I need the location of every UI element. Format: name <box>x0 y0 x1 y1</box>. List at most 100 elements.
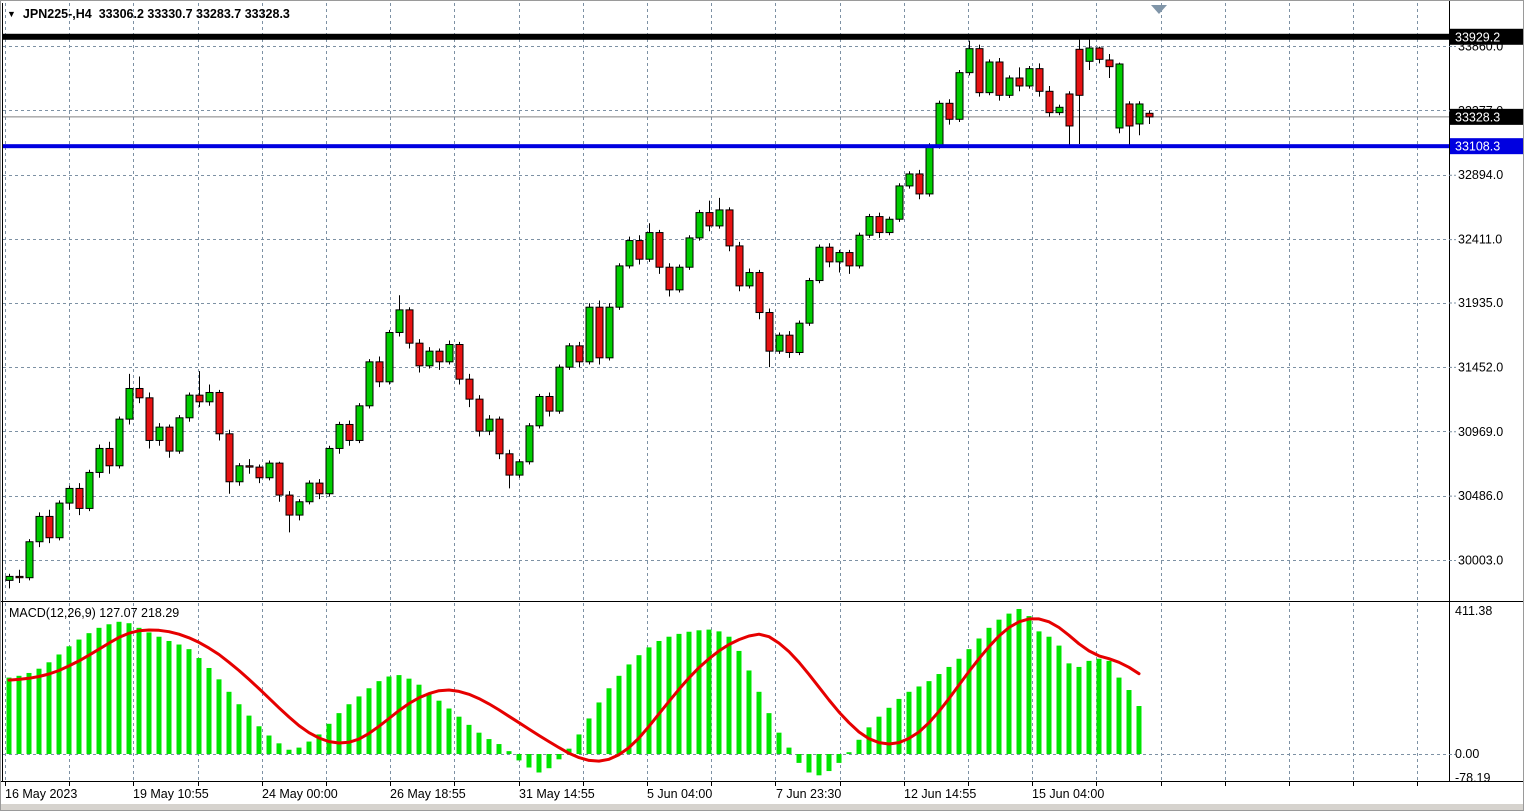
price-axis[interactable]: 33860.033377.032894.032411.031935.031452… <box>1449 28 1524 568</box>
support-line-33108[interactable] <box>3 144 1449 149</box>
macd-bar <box>966 649 972 754</box>
macd-bar <box>976 638 982 754</box>
bear-candle <box>975 48 984 94</box>
bear-candle <box>215 391 224 435</box>
bull-candle <box>1025 68 1034 87</box>
macd-bar <box>1006 613 1012 754</box>
time-axis-label: 12 Jun 14:55 <box>904 787 976 801</box>
bear-candle <box>785 334 794 354</box>
bull-candle <box>935 102 944 147</box>
bear-candle <box>995 61 1004 96</box>
macd-bar <box>476 732 482 754</box>
macd-bar <box>156 636 162 754</box>
bull-candle <box>115 418 124 467</box>
title-bar: ▼ JPN225-,H4 33306.2 33330.7 33283.7 333… <box>7 5 290 23</box>
time-axis-label: 31 May 14:55 <box>519 787 595 801</box>
macd-bar <box>246 715 252 754</box>
macd-bar <box>716 631 722 754</box>
time-axis-label: 19 May 10:55 <box>133 787 209 801</box>
macd-bar <box>226 691 232 754</box>
macd-bar <box>1126 690 1132 754</box>
macd-bar <box>596 702 602 754</box>
bear-candle <box>595 306 604 359</box>
macd-bar <box>386 676 392 754</box>
bear-candle <box>1125 103 1134 127</box>
macd-bar <box>356 696 362 754</box>
bear-candle <box>1075 48 1084 96</box>
resistance-line-33929[interactable] <box>3 33 1449 40</box>
macd-histogram <box>6 608 1142 776</box>
bear-candle <box>465 378 474 400</box>
macd-bar <box>586 718 592 754</box>
time-axis[interactable]: 16 May 2023 19 May 10:55 24 May 00:00 26 Ma… <box>5 781 1418 801</box>
bear-candle <box>1035 68 1044 92</box>
macd-bar <box>96 627 102 754</box>
price-badge-33929.2: 33929.2 <box>1450 28 1523 45</box>
bull-candle <box>445 344 454 363</box>
macd-bar <box>1046 636 1052 754</box>
macd-bar <box>836 754 842 763</box>
bull-candle <box>1005 77 1014 96</box>
macd-bar <box>786 747 792 754</box>
bull-candle <box>55 502 64 539</box>
macd-bar <box>956 658 962 754</box>
bear-candle <box>375 361 384 383</box>
macd-bar <box>36 668 42 754</box>
bear-candle <box>1015 77 1024 87</box>
bear-candle <box>315 482 324 495</box>
macd-axis-label: -78.19 <box>1455 771 1490 785</box>
bear-candle <box>165 426 174 452</box>
svg-text:33108.3: 33108.3 <box>1455 140 1500 154</box>
macd-bar <box>406 678 412 754</box>
macd-bar <box>636 655 642 754</box>
macd-bar <box>986 627 992 754</box>
macd-bar <box>426 692 432 754</box>
bull-candle <box>805 280 814 324</box>
bear-candle <box>405 309 414 344</box>
macd-bar <box>166 640 172 754</box>
candlesticks <box>5 35 1154 589</box>
bear-candle <box>1045 90 1054 114</box>
macd-bar <box>326 723 332 754</box>
macd-bar <box>56 654 62 754</box>
bull-candle <box>85 471 94 509</box>
macd-bar <box>916 686 922 754</box>
macd-bar <box>496 744 502 754</box>
macd-bar <box>946 666 952 754</box>
bull-candle <box>775 334 784 352</box>
bull-candle <box>1055 106 1064 114</box>
bull-candle <box>485 418 494 432</box>
bull-candle <box>185 394 194 419</box>
macd-bar <box>1136 706 1142 754</box>
macd-bar <box>936 674 942 754</box>
macd-bar <box>466 724 472 754</box>
bear-candle <box>145 397 154 441</box>
macd-bar <box>926 681 932 754</box>
macd-bar <box>996 619 1002 754</box>
bull-candle <box>565 345 574 368</box>
macd-bar <box>366 688 372 754</box>
macd-bar <box>1026 616 1032 754</box>
macd-bar <box>666 636 672 754</box>
macd-bar <box>146 632 152 754</box>
bull-candle <box>835 252 844 263</box>
bull-candle <box>815 246 824 282</box>
macd-bar <box>506 751 512 754</box>
bear-candle <box>455 344 464 380</box>
bull-candle <box>695 212 704 239</box>
macd-bar <box>886 707 892 754</box>
macd-bar <box>626 664 632 754</box>
bull-candle <box>605 306 614 359</box>
macd-bar <box>376 681 382 754</box>
bear-candle <box>735 245 744 287</box>
bull-candle <box>65 487 74 504</box>
bear-candle <box>845 252 854 267</box>
macd-bar <box>286 749 292 754</box>
bear-candle <box>245 465 254 468</box>
scroll-to-end-marker-icon[interactable] <box>1151 5 1167 14</box>
bull-candle <box>685 237 694 268</box>
macd-axis-label: 0.00 <box>1455 747 1479 761</box>
symbol-dropdown-icon[interactable]: ▼ <box>7 8 16 19</box>
